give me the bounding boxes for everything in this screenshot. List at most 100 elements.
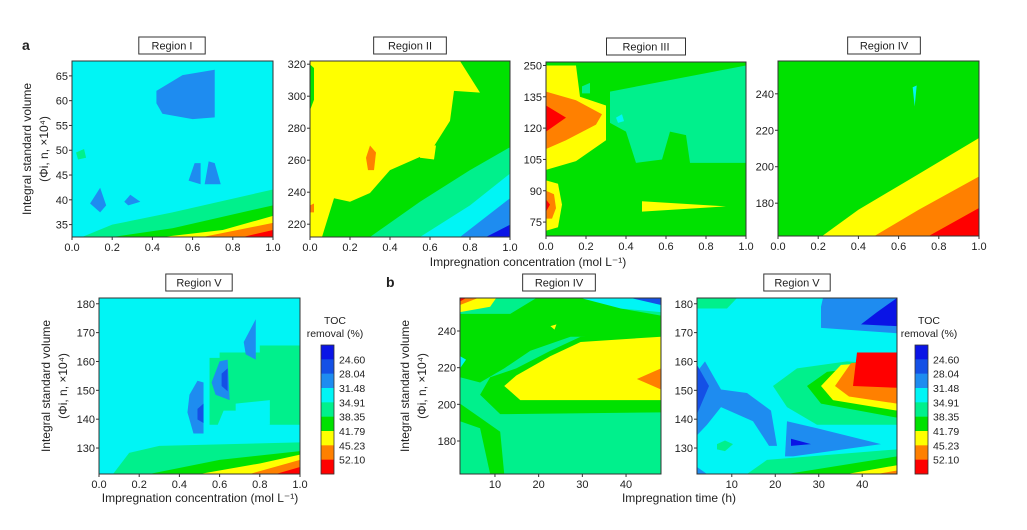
panel-title-box: Region IV <box>522 273 596 292</box>
title-frame <box>606 37 686 56</box>
x-tick-label: 0.8 <box>931 241 946 253</box>
y-label-line2: (Φi, n, ×10⁴) <box>37 116 51 182</box>
contour-region <box>582 82 590 94</box>
x-tick-label: 1.0 <box>292 479 307 491</box>
contour-region <box>460 298 479 306</box>
x-tick-label: 1.0 <box>265 242 280 254</box>
x-tick-label: 0.2 <box>342 242 357 254</box>
contour-region <box>504 336 661 401</box>
panel-title-box: Region V <box>165 273 233 292</box>
contour-region <box>546 91 602 149</box>
contour-region <box>861 298 897 327</box>
contour-region <box>242 229 273 237</box>
y-tick-label: 220 <box>438 363 456 375</box>
contour-region <box>221 368 228 392</box>
colorbar-swatch <box>321 388 334 403</box>
contour-plot-area <box>546 62 746 236</box>
x-tick-label: 0.8 <box>225 242 240 254</box>
plot-frame <box>696 297 898 475</box>
colorbar-swatch <box>915 373 928 389</box>
colorbar-level-label: 52.10 <box>339 455 365 467</box>
y-label-line1: Integral standard volume <box>20 83 34 215</box>
contour-region <box>420 145 436 160</box>
y-tick-label: 50 <box>56 145 68 157</box>
contour-region <box>546 199 550 212</box>
colorbar-title-line2: removal (%) <box>307 328 364 340</box>
contour-region <box>697 361 777 446</box>
x-tick-label: 0.4 <box>382 242 397 254</box>
x-tick-label: 1.0 <box>738 241 753 253</box>
colorbar-level-label: 41.79 <box>933 426 959 438</box>
y-label-line2: (Φi, n, ×10⁴) <box>56 353 70 419</box>
x-tick-label: 10 <box>489 479 501 491</box>
colorbar-title-line1: TOC <box>324 315 346 327</box>
x-tick-label: 0.8 <box>462 242 477 254</box>
x-tick-label: 0.4 <box>618 241 633 253</box>
y-tick-label: 280 <box>288 123 306 135</box>
colorbar-level-label: 31.48 <box>339 383 365 395</box>
colorbar-swatch <box>321 359 334 374</box>
contour-region <box>610 65 746 163</box>
x-tick-label: 0.2 <box>578 241 593 253</box>
x-tick-label: 0.2 <box>105 242 120 254</box>
colorbar-swatch <box>915 445 928 460</box>
contour-region <box>243 319 256 360</box>
colorbar-level-label: 24.60 <box>339 354 365 366</box>
y-tick-label: 200 <box>438 399 456 411</box>
panel-title-box: Region I <box>138 36 206 55</box>
panel-title: Region III <box>622 42 669 54</box>
y-tick-label: 240 <box>756 89 774 101</box>
panel-title: Region V <box>176 278 222 290</box>
plot-frame <box>71 60 274 238</box>
x-tick-label: 0.6 <box>658 241 673 253</box>
x-axis-label-time: Impregnation time (h) <box>622 491 736 505</box>
colorbar-swatch <box>915 388 928 403</box>
panel-title-box: Region II <box>373 36 447 55</box>
y-tick-label: 170 <box>77 328 95 340</box>
contour-plot-area <box>778 61 979 236</box>
x-tick-label: 0.0 <box>91 479 106 491</box>
y-tick-label: 300 <box>288 91 306 103</box>
y-tick-label: 160 <box>675 356 693 368</box>
panel-title: Region I <box>152 41 193 53</box>
title-frame <box>373 36 447 55</box>
x-tick-label: 0.8 <box>252 479 267 491</box>
x-tick-label: 0.6 <box>422 242 437 254</box>
panel-title-box: Region V <box>763 273 831 292</box>
panel-a-region-i: Region I 0.0 0.2 0.4 0.6 0.8 1.0 35 40 45 50 55 60 65 <box>56 36 281 254</box>
y-tick-label: 90 <box>530 186 542 198</box>
x-tick-label: 30 <box>576 479 588 491</box>
y-tick-label: 180 <box>675 299 693 311</box>
y-tick-label: 60 <box>56 96 68 108</box>
plot-frame <box>459 297 662 475</box>
contour-region <box>209 345 300 425</box>
x-tick-label: 0.6 <box>891 241 906 253</box>
y-axis-label-a-region-v: Integral standard volume (Φi, n, ×10⁴) <box>39 320 70 452</box>
colorbar-level-label: 34.91 <box>339 397 365 409</box>
y-tick-label: 35 <box>56 220 68 232</box>
contour-region <box>90 187 107 213</box>
panel-a-region-v: Region V 0.0 0.2 0.4 0.6 0.8 1.0 130 140 150 160 17… <box>77 273 308 491</box>
y-tick-label: 55 <box>56 120 68 132</box>
colorbar-swatch <box>915 402 928 417</box>
panel-label-b: b <box>386 274 395 290</box>
y-tick-label: 140 <box>77 414 95 426</box>
contour-plot-area <box>99 298 300 474</box>
colorbar-level-label: 38.35 <box>933 412 959 424</box>
title-frame <box>522 273 596 292</box>
panel-title-box: Region IV <box>847 36 921 55</box>
x-tick-label: 0.0 <box>302 242 317 254</box>
contour-region <box>205 400 270 432</box>
x-tick-label: 0.6 <box>212 479 227 491</box>
y-tick-label: 240 <box>438 326 456 338</box>
y-tick-label: 130 <box>77 443 95 455</box>
y-tick-label: 240 <box>288 187 306 199</box>
x-tick-label: 0.8 <box>698 241 713 253</box>
contour-region <box>546 190 556 219</box>
colorbar-frame <box>320 344 335 475</box>
colorbar-title-line1: TOC <box>918 315 940 327</box>
panel-b-region-v: Region V 10 20 30 40 130 140 150 160 170 180 <box>675 273 898 491</box>
